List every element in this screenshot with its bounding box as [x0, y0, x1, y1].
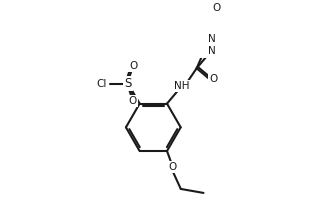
Text: O: O: [212, 3, 221, 14]
Text: N: N: [207, 34, 215, 44]
Text: O: O: [129, 61, 137, 71]
Text: N: N: [207, 46, 215, 56]
Text: NH: NH: [174, 81, 190, 91]
Text: Cl: Cl: [97, 79, 107, 89]
Text: O: O: [128, 96, 137, 106]
Text: S: S: [124, 77, 132, 90]
Text: O: O: [209, 74, 217, 84]
Text: O: O: [169, 162, 177, 172]
